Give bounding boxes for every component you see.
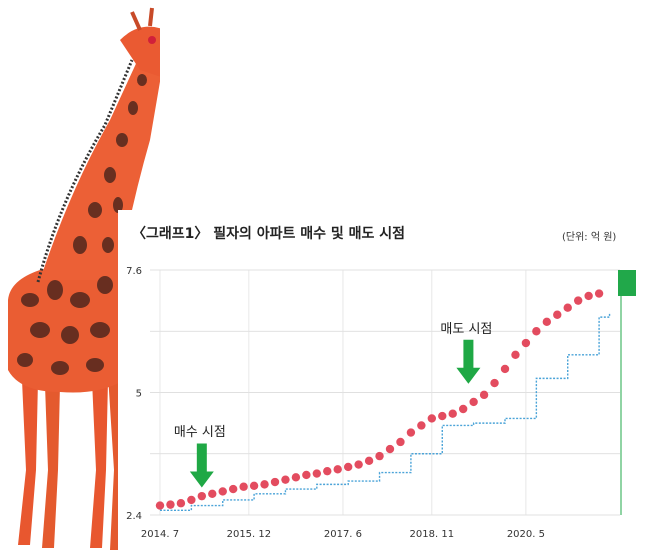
series-red-point xyxy=(448,409,457,418)
giraffe-back-leg-2 xyxy=(42,385,60,548)
series-red-point xyxy=(176,499,186,508)
y-tick-label: 5 xyxy=(136,389,142,400)
series-red-point xyxy=(312,469,322,478)
series-red-point xyxy=(553,310,562,319)
series-red-point xyxy=(563,303,572,312)
series-red-point xyxy=(573,296,583,305)
series-red-point xyxy=(218,487,227,496)
sell-arrow-icon xyxy=(456,339,481,384)
x-tick-label: 2017. 6 xyxy=(324,529,362,540)
buy-arrow-icon xyxy=(189,443,214,488)
series-red-point xyxy=(417,421,426,430)
giraffe-mane xyxy=(36,59,134,283)
series-red-point xyxy=(584,291,593,301)
series-line-blue xyxy=(160,312,611,511)
x-tick-label: 2014. 7 xyxy=(141,529,179,540)
series-red-point xyxy=(479,390,489,400)
series-red-point xyxy=(542,317,552,327)
series-red-point xyxy=(249,481,259,490)
series-red-point xyxy=(521,338,531,348)
series-red-point xyxy=(155,501,165,510)
series-red-point xyxy=(406,428,416,437)
series-red-point xyxy=(427,414,437,423)
series-red-point xyxy=(333,465,342,474)
series-red-point xyxy=(354,460,363,469)
series-red-point xyxy=(323,466,332,476)
series-red-point xyxy=(281,475,290,484)
series-red-point xyxy=(511,350,520,360)
y-tick-label: 2.4 xyxy=(126,511,142,522)
series-red-point xyxy=(208,489,217,498)
series-red-point xyxy=(438,411,447,421)
x-tick-label: 2020. 5 xyxy=(507,529,545,540)
series-red-point xyxy=(500,364,510,374)
series-red-point xyxy=(343,462,353,472)
series-red-point xyxy=(594,289,604,298)
series-red-point xyxy=(396,437,405,447)
series-red-point xyxy=(270,477,280,487)
series-red-point xyxy=(291,473,301,482)
x-tick-label: 2015. 12 xyxy=(227,529,272,540)
chart-background xyxy=(118,210,650,552)
series-red-point xyxy=(490,378,499,388)
x-tick-label: 2018. 11 xyxy=(410,529,455,540)
series-red-point xyxy=(166,500,175,509)
chart-title: 〈그래프1〉 필자의 아파트 매수 및 매도 시점 xyxy=(132,226,406,242)
giraffe-eye xyxy=(148,36,156,44)
series-red-point xyxy=(239,482,248,491)
series-red-point xyxy=(532,327,541,336)
series-red-point xyxy=(458,404,468,414)
annotation-sell: 매도 시점 xyxy=(440,321,493,337)
giraffe-back-leg xyxy=(18,380,38,545)
series-red-point xyxy=(260,480,269,489)
series-red-point xyxy=(302,470,311,480)
series-red-point xyxy=(228,484,238,494)
series-red-point xyxy=(364,456,374,466)
current-marker-box xyxy=(618,270,636,296)
y-tick-label: 7.6 xyxy=(126,266,142,277)
series-red-point xyxy=(375,451,384,461)
series-red-point xyxy=(469,397,478,407)
annotation-buy: 매수 시점 xyxy=(173,425,226,441)
series-red-point xyxy=(197,491,207,501)
series-red-point xyxy=(385,444,395,454)
giraffe-horn xyxy=(130,7,154,31)
giraffe-front-leg xyxy=(90,380,108,548)
series-red-point xyxy=(187,495,196,505)
chart-unit: (단위: 억 원) xyxy=(562,232,617,243)
